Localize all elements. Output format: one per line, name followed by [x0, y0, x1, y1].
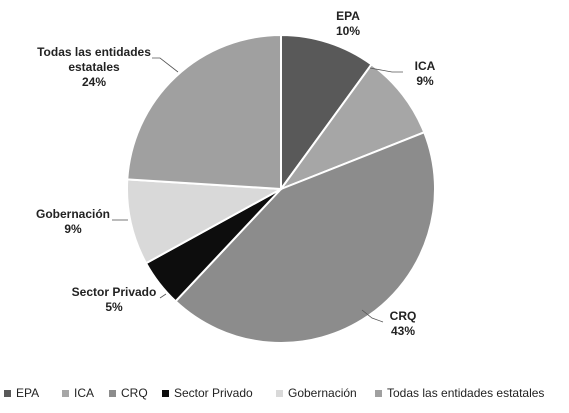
- pie-slice-crq: [174, 131, 436, 344]
- slice-label-ica: ICA 9%: [415, 59, 436, 88]
- legend-item-gobernacion: Gobernación: [276, 386, 357, 400]
- legend-item-sector-privado: Sector Privado: [162, 386, 253, 400]
- leader-line-crq: [361, 309, 384, 323]
- legend-label-ica: ICA: [74, 386, 94, 400]
- pie-slice-epa: [280, 33, 373, 193]
- legend-label-sector-privado: Sector Privado: [174, 386, 253, 400]
- legend-swatch-epa: [4, 390, 11, 397]
- slice-label-epa: EPA 10%: [336, 9, 360, 38]
- pie-slice-todas-las-entidades-estatales: [126, 33, 282, 191]
- legend: EPA ICA CRQ Sector Privado Gobernación Todas …: [4, 386, 544, 400]
- legend-label-gobernacion: Gobernación: [288, 386, 357, 400]
- slice-label-todas-las-entidades-estatales: Todas las entidades estatales 24%: [37, 45, 151, 89]
- pie-slice-gobernacion: [125, 178, 285, 265]
- legend-swatch-todas-las-entidades-estatales: [375, 390, 382, 397]
- leader-line-todas-las-entidades-estatales: [152, 57, 179, 73]
- legend-label-epa: EPA: [16, 386, 39, 400]
- legend-item-todas-las-entidades-estatales: Todas las entidades estatales: [375, 386, 544, 400]
- legend-swatch-gobernacion: [276, 390, 283, 397]
- pie-slices: [125, 33, 436, 344]
- slice-labels: EPA 10% ICA 9% CRQ 43% Sector Privado 5% Goberna…: [36, 9, 436, 338]
- pie-slice-ica: [278, 63, 426, 192]
- legend-item-epa: EPA: [4, 386, 39, 400]
- leader-line-ica: [369, 67, 403, 73]
- slice-label-gobernacion: Gobernación 9%: [36, 207, 110, 236]
- slice-label-crq: CRQ 43%: [390, 309, 417, 338]
- legend-swatch-crq: [109, 390, 116, 397]
- leader-lines: [112, 57, 403, 323]
- slice-label-sector-privado: Sector Privado 5%: [72, 285, 157, 314]
- leader-line-sector-privado: [159, 293, 167, 299]
- legend-item-ica: ICA: [62, 386, 94, 400]
- legend-item-crq: CRQ: [109, 386, 148, 400]
- legend-swatch-sector-privado: [162, 390, 169, 397]
- legend-label-todas-las-entidades-estatales: Todas las entidades estatales: [387, 386, 544, 400]
- legend-label-crq: CRQ: [121, 386, 148, 400]
- legend-swatch-ica: [62, 390, 69, 397]
